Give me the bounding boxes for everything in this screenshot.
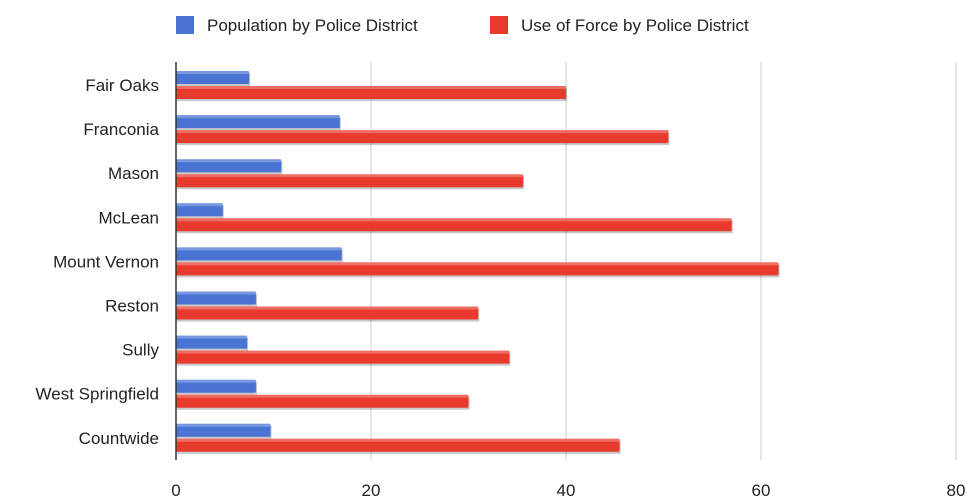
bar-highlight-use-of-force-by-police-district-sully [176,350,510,354]
bar-population-by-police-district-franconia [176,115,340,129]
bar-population-by-police-district-west-springfield [176,379,256,393]
bar-highlight-use-of-force-by-police-district-reston [176,306,479,310]
x-tick-label-80: 80 [947,481,966,500]
legend-label-population-by-police-district: Population by Police District [207,16,418,35]
bars [176,71,780,454]
bar-population-by-police-district-sully [176,335,248,349]
bar-population-by-police-district-countwide [176,423,271,437]
x-tick-label-60: 60 [752,481,771,500]
legend-swatch-population-by-police-district [176,16,194,34]
bar-highlight-population-by-police-district-west-springfield [176,379,256,383]
bar-highlight-population-by-police-district-fair-oaks [176,71,250,74]
bar-use-of-force-by-police-district-west-springfield [176,394,469,408]
bar-use-of-force-by-police-district-mason [176,174,524,188]
category-label-franconia: Franconia [83,120,159,139]
category-label-fair-oaks: Fair Oaks [85,76,159,95]
category-label-mason: Mason [108,164,159,183]
x-tick-label-40: 40 [557,481,576,500]
bar-population-by-police-district-reston [176,291,256,305]
gridlines [370,62,957,460]
bar-use-of-force-by-police-district-mount-vernon [176,262,779,276]
bar-highlight-use-of-force-by-police-district-franconia [176,130,669,134]
bar-highlight-use-of-force-by-police-district-mclean [176,218,732,222]
bar-use-of-force-by-police-district-countwide [176,438,620,452]
bar-highlight-population-by-police-district-mount-vernon [176,247,342,251]
bar-highlight-use-of-force-by-police-district-mason [176,174,524,178]
legend: Population by Police District Use of Forc… [176,16,749,35]
bar-use-of-force-by-police-district-fair-oaks [176,86,566,99]
bar-highlight-population-by-police-district-sully [176,335,248,339]
bar-use-of-force-by-police-district-reston [176,306,479,320]
bar-highlight-use-of-force-by-police-district-countwide [176,438,620,442]
x-tick-label-20: 20 [362,481,381,500]
bar-highlight-use-of-force-by-police-district-west-springfield [176,394,469,398]
bar-highlight-use-of-force-by-police-district-mount-vernon [176,262,779,266]
bar-highlight-use-of-force-by-police-district-fair-oaks [176,86,566,89]
category-label-countwide: Countwide [79,429,159,448]
bar-population-by-police-district-fair-oaks [176,71,250,84]
bar-highlight-population-by-police-district-franconia [176,115,340,119]
legend-label-use-of-force-by-police-district: Use of Force by Police District [521,16,749,35]
bar-population-by-police-district-mount-vernon [176,247,342,261]
category-label-reston: Reston [105,297,159,316]
bar-population-by-police-district-mason [176,159,282,173]
bar-use-of-force-by-police-district-sully [176,350,510,364]
bar-highlight-population-by-police-district-countwide [176,423,271,427]
bar-use-of-force-by-police-district-mclean [176,218,732,232]
category-label-mount-vernon: Mount Vernon [53,252,159,271]
bar-highlight-population-by-police-district-reston [176,291,256,295]
bar-population-by-police-district-mclean [176,203,223,217]
category-label-mclean: McLean [99,208,159,227]
category-label-west-springfield: West Springfield [36,385,159,404]
axes: 0 20 40 60 80 Fair Oaks Franconia Mason McLean Mo… [36,62,966,500]
category-label-sully: Sully [122,341,159,360]
bar-highlight-population-by-police-district-mclean [176,203,223,207]
legend-swatch-use-of-force-by-police-district [490,16,508,34]
bar-highlight-population-by-police-district-mason [176,159,282,163]
x-tick-label-0: 0 [171,481,180,500]
bar-use-of-force-by-police-district-franconia [176,130,669,144]
